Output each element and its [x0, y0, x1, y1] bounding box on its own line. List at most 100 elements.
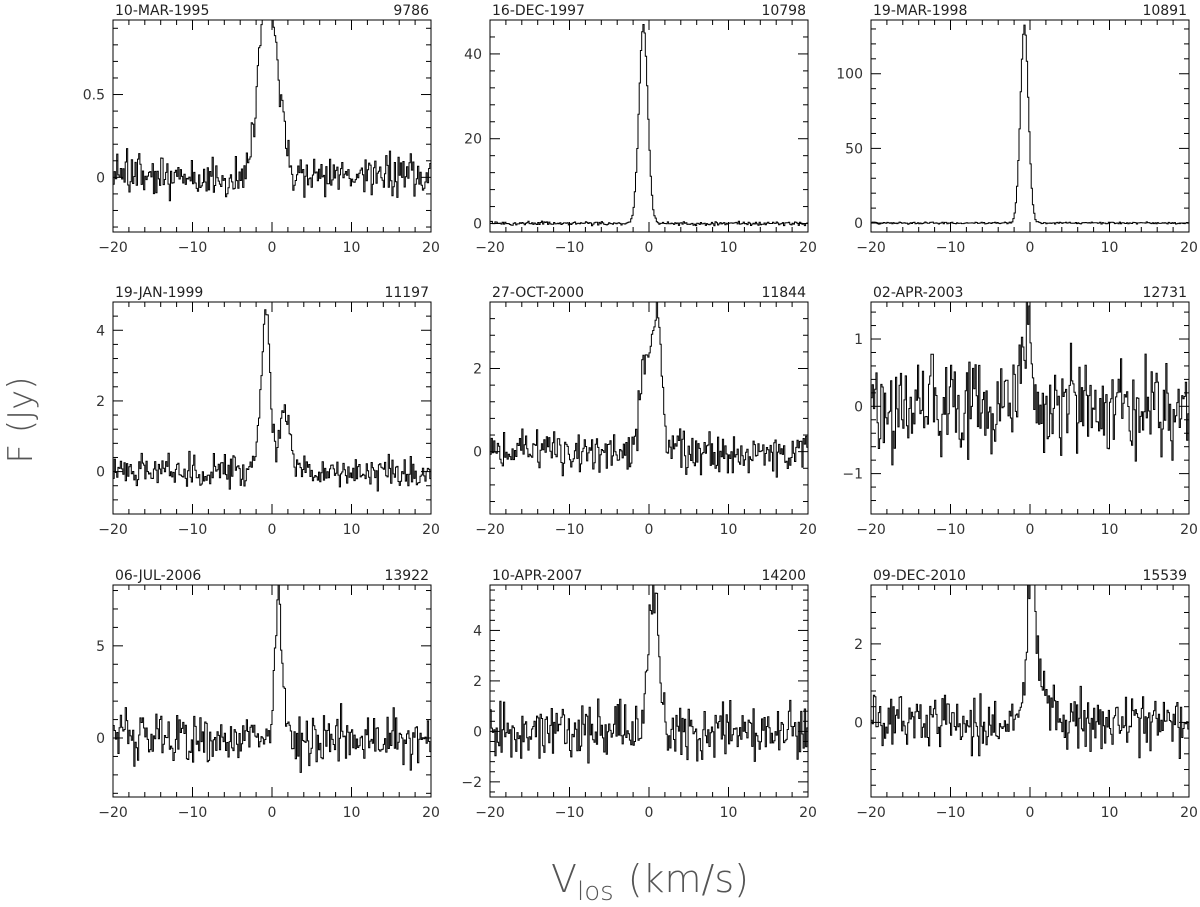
- x-tick-label: 10: [343, 240, 361, 256]
- x-tick-label: −10: [178, 805, 208, 821]
- x-tick-label: 10: [1101, 522, 1119, 538]
- spectrum-line: [113, 19, 431, 202]
- x-tick-label: −10: [555, 240, 585, 256]
- panel-id: 10891: [1142, 3, 1187, 19]
- panel-date: 06-JUL-2006: [115, 568, 201, 584]
- panel-id: 14200: [761, 568, 806, 584]
- panel-frame: [112, 301, 432, 515]
- x-tick-label: 20: [422, 805, 440, 821]
- panel-date: 02-APR-2003: [873, 285, 963, 301]
- x-tick-label: −10: [178, 240, 208, 256]
- x-tick-label: 10: [720, 805, 738, 821]
- x-tick-label: 20: [1180, 522, 1198, 538]
- y-tick-label: −1: [842, 467, 863, 483]
- panel-frame: [870, 584, 1190, 798]
- panel-id: 11197: [384, 285, 429, 301]
- y-tick-label: 0: [854, 715, 863, 731]
- panel-frame: [870, 19, 1190, 233]
- spectrum-line: [871, 301, 1189, 466]
- spectrum-line: [871, 584, 1189, 759]
- panel-grid: 10-MAR-1995 9786−20 −10 0 10 2000.516-DEC-199…: [83, 3, 1198, 821]
- y-tick-label: 4: [96, 323, 105, 339]
- panel-date: 10-MAR-1995: [115, 3, 209, 19]
- y-tick-label: 2: [854, 637, 863, 653]
- x-tick-label: −20: [856, 522, 886, 538]
- y-tick-label: 100: [836, 67, 863, 83]
- panel-frame: [489, 301, 809, 515]
- x-tick-label: 0: [1026, 805, 1035, 821]
- spectrum-panel: 10-MAR-1995 9786 −20 −10 0 10 20 0 0.5: [83, 3, 440, 256]
- x-tick-label: 0: [268, 522, 277, 538]
- spectrum-line: [490, 584, 808, 764]
- y-tick-label: 0: [96, 170, 105, 186]
- y-tick-label: 20: [464, 132, 482, 148]
- y-tick-label: 2: [473, 362, 482, 378]
- panel-date: 10-APR-2007: [492, 568, 582, 584]
- y-tick-label: 0: [96, 465, 105, 481]
- y-tick-label: 0.5: [83, 88, 105, 104]
- x-tick-label: −20: [98, 805, 128, 821]
- y-tick-label: 0: [473, 445, 482, 461]
- spectrum-panel: 16-DEC-1997 10798 −20 −10 0 10 20 0 20 40: [464, 3, 817, 256]
- x-tick-label: 20: [799, 522, 817, 538]
- y-tick-label: 0: [473, 724, 482, 740]
- y-tick-label: 5: [96, 639, 105, 655]
- x-tick-label: 20: [422, 522, 440, 538]
- panel-date: 27-OCT-2000: [492, 285, 584, 301]
- spectrum-line: [871, 24, 1189, 225]
- x-tick-label: 20: [799, 805, 817, 821]
- x-tick-label: 10: [1101, 805, 1119, 821]
- x-tick-label: 0: [268, 240, 277, 256]
- spectrum-panel: 19-MAR-1998 10891 −20 −10 0 10 20 0 50 100: [836, 3, 1198, 256]
- y-axis-title: F (Jy): [1, 376, 41, 463]
- x-axis-title-main: V: [551, 857, 577, 901]
- x-tick-label: −10: [555, 805, 585, 821]
- panel-id: 13922: [384, 568, 429, 584]
- y-tick-label: 40: [464, 47, 482, 63]
- panel-id: 11844: [761, 285, 806, 301]
- x-tick-label: −10: [936, 805, 966, 821]
- spectrum-panel: 09-DEC-2010 15539 −20 −10 0 10 20 0 2: [854, 568, 1198, 821]
- y-tick-label: 4: [473, 623, 482, 639]
- panel-date: 09-DEC-2010: [873, 568, 966, 584]
- y-tick-label: 2: [473, 674, 482, 690]
- panel-id: 9786: [393, 3, 429, 19]
- spectrum-line: [490, 301, 808, 478]
- x-tick-label: −20: [856, 240, 886, 256]
- panel-id: 10798: [761, 3, 806, 19]
- x-tick-label: −10: [936, 240, 966, 256]
- x-tick-label: −20: [856, 805, 886, 821]
- spectrum-panel: 06-JUL-2006 13922 −20 −10 0 10 20 0 5: [96, 568, 440, 821]
- x-tick-label: 0: [645, 522, 654, 538]
- y-tick-label: 50: [845, 141, 863, 157]
- y-tick-label: 1: [854, 332, 863, 348]
- x-tick-label: 10: [720, 522, 738, 538]
- x-tick-label: 0: [645, 240, 654, 256]
- panel-frame: [112, 19, 432, 233]
- x-tick-label: 20: [799, 240, 817, 256]
- x-tick-label: 20: [422, 240, 440, 256]
- y-tick-label: 0: [854, 216, 863, 232]
- x-tick-label: 0: [1026, 522, 1035, 538]
- spectrum-line: [113, 309, 431, 492]
- x-tick-label: −10: [936, 522, 966, 538]
- x-tick-label: 20: [1180, 805, 1198, 821]
- y-tick-label: −2: [461, 775, 482, 791]
- x-tick-label: 10: [1101, 240, 1119, 256]
- x-tick-label: −20: [98, 522, 128, 538]
- spectrum-panel: 02-APR-2003 12731−20 −10 0 10 20−101: [842, 285, 1198, 538]
- y-tick-label: 2: [96, 394, 105, 410]
- spectrum-panel: 27-OCT-2000 11844 −20 −10 0 10 20 0 2: [473, 285, 817, 538]
- spectrum-line: [113, 584, 431, 773]
- x-tick-label: 0: [645, 805, 654, 821]
- x-tick-label: −20: [475, 805, 505, 821]
- panel-date: 16-DEC-1997: [492, 3, 585, 19]
- x-tick-label: 0: [268, 805, 277, 821]
- panel-date: 19-MAR-1998: [873, 3, 967, 19]
- panel-id: 12731: [1142, 285, 1187, 301]
- panel-id: 15539: [1142, 568, 1187, 584]
- x-tick-label: −20: [475, 522, 505, 538]
- spectrum-line: [490, 24, 808, 227]
